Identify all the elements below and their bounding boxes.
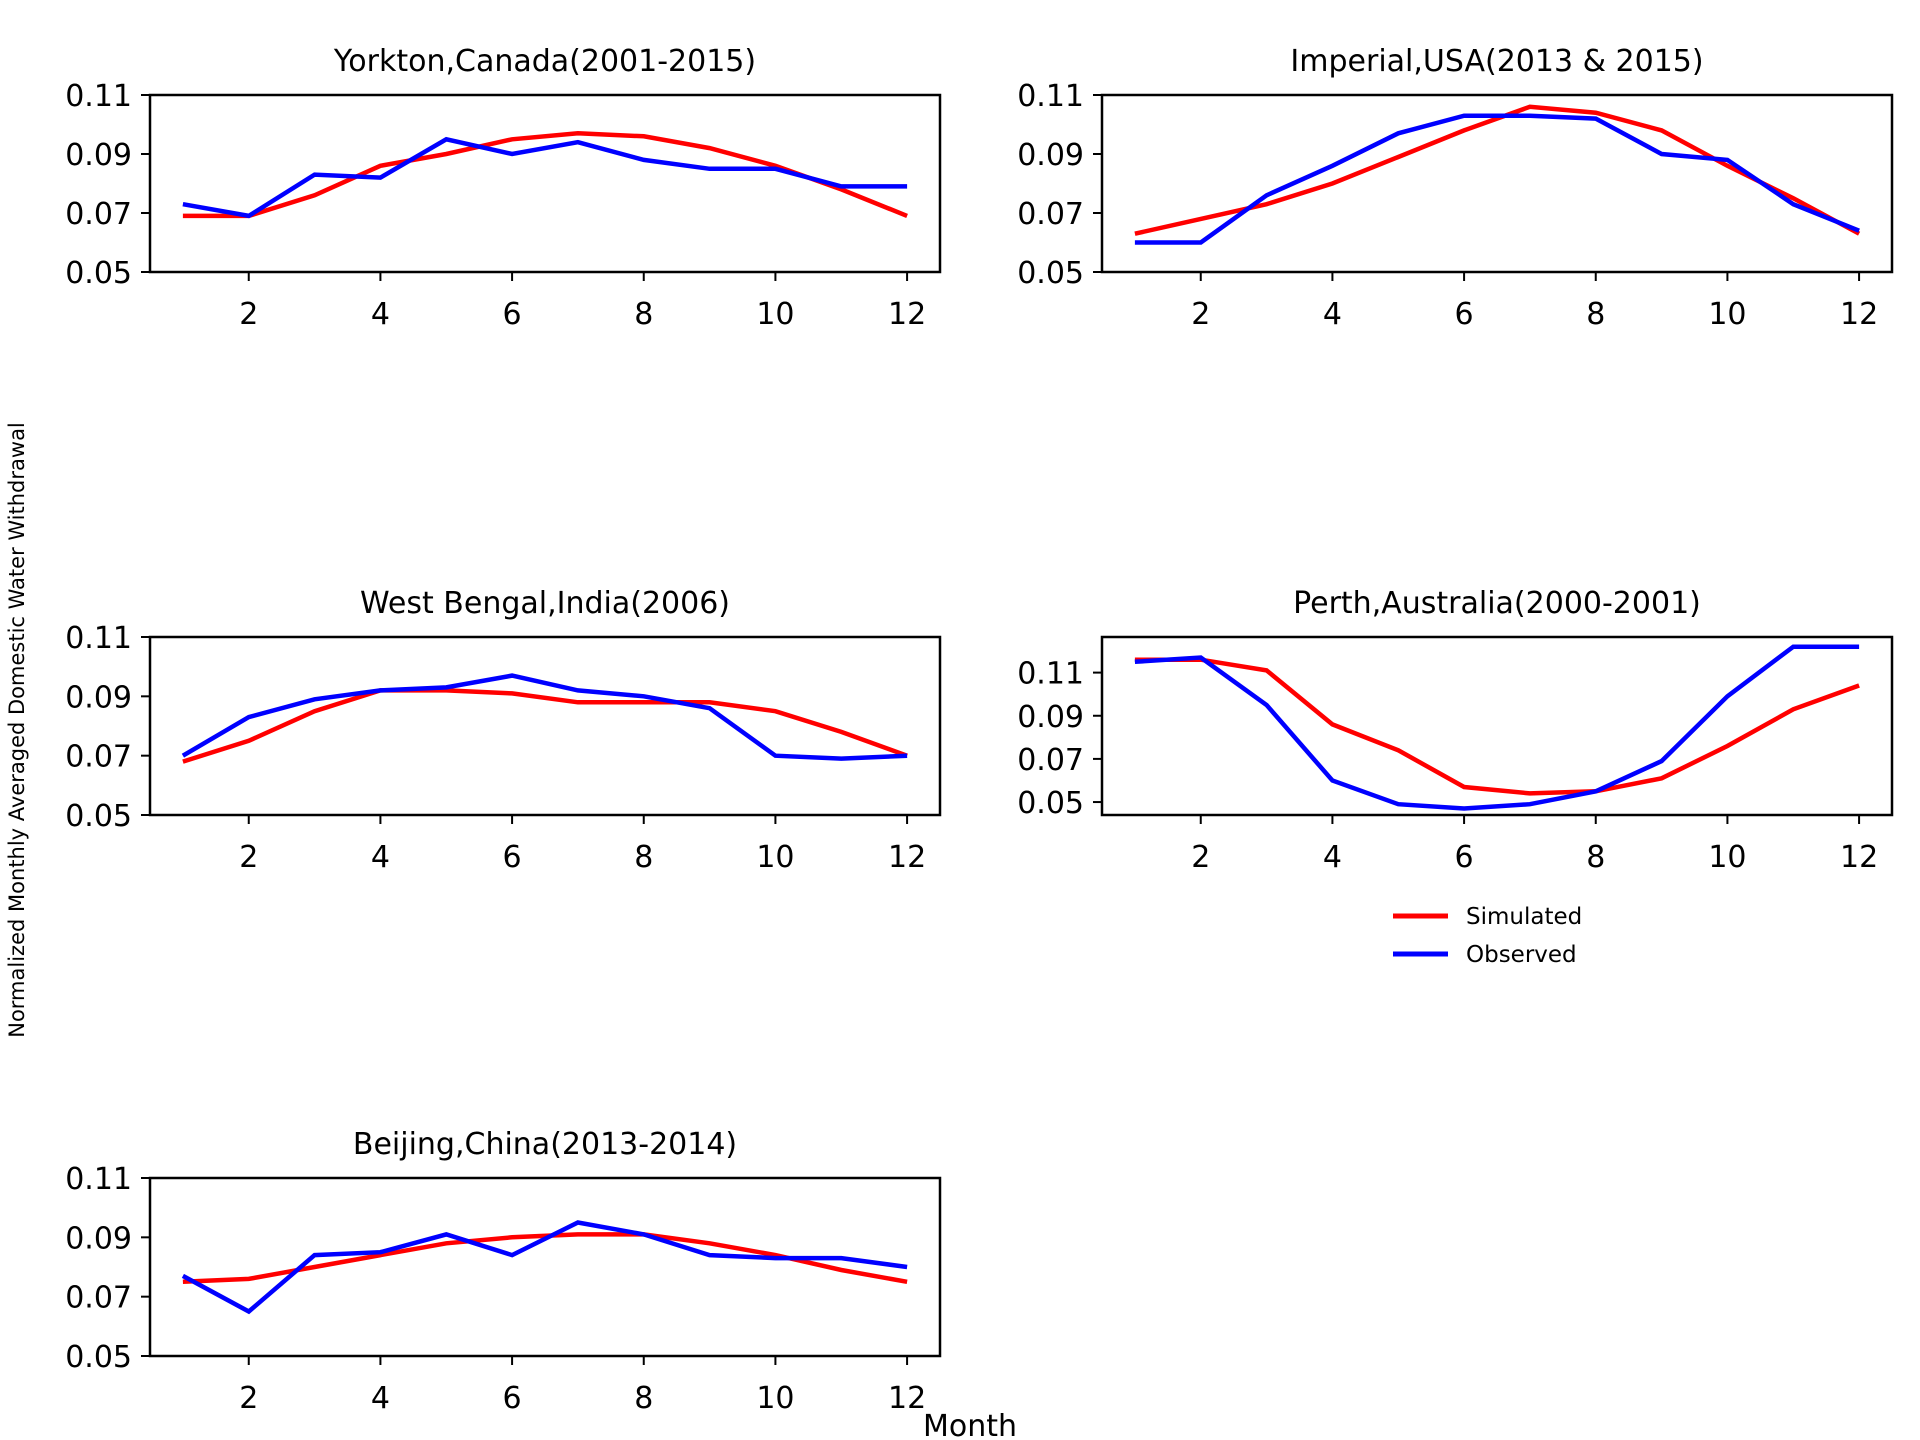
x-tick-label: 12 bbox=[888, 297, 926, 332]
series-line-observed bbox=[182, 136, 908, 219]
y-tick-label: 0.07 bbox=[65, 1281, 132, 1316]
x-tick-label: 6 bbox=[1455, 297, 1474, 332]
plot-frame bbox=[148, 1176, 942, 1358]
y-tick-label: 0.11 bbox=[1017, 657, 1084, 692]
chart-panel: Beijing,China(2013-2014) 2 4 6 8 10 12 0.05 0.07… bbox=[65, 1127, 942, 1416]
chart-title: West Bengal,India(2006) bbox=[360, 586, 730, 621]
chart-panels: Yorkton,Canada(2001-2015) 2 4 6 8 10 12 0.05 0.0… bbox=[65, 44, 1894, 1416]
y-tick-label: 0.05 bbox=[1017, 786, 1084, 821]
chart-panel: Imperial,USA(2013 & 2015) 2 4 6 8 10 12 0.05 0.0… bbox=[1017, 44, 1894, 332]
legend-observed-label: Observed bbox=[1466, 942, 1577, 968]
x-tick-label: 8 bbox=[1586, 297, 1605, 332]
legend-simulated-label: Simulated bbox=[1466, 904, 1582, 930]
y-tick-label: 0.11 bbox=[65, 621, 132, 656]
x-tick-label: 10 bbox=[1708, 840, 1746, 875]
x-tick-label: 10 bbox=[1708, 297, 1746, 332]
x-tick-label: 6 bbox=[503, 840, 522, 875]
x-tick-label: 2 bbox=[239, 1381, 258, 1416]
y-tick-label: 0.05 bbox=[65, 799, 132, 834]
x-tick-label: 4 bbox=[1323, 297, 1342, 332]
chart-panel: Perth,Australia(2000-2001) 2 4 6 8 10 12 0.05 0.… bbox=[1017, 586, 1894, 875]
chart-title: Yorkton,Canada(2001-2015) bbox=[333, 44, 756, 79]
x-tick-label: 8 bbox=[1586, 840, 1605, 875]
y-tick-label: 0.05 bbox=[65, 256, 132, 291]
series-line-simulated bbox=[1134, 657, 1860, 796]
y-tick-label: 0.09 bbox=[65, 1221, 132, 1256]
x-tick-label: 10 bbox=[756, 840, 794, 875]
y-tick-label: 0.05 bbox=[1017, 256, 1084, 291]
chart-title: Perth,Australia(2000-2001) bbox=[1293, 586, 1701, 621]
x-tick-label: 10 bbox=[756, 1381, 794, 1416]
x-tick-label: 4 bbox=[1323, 840, 1342, 875]
y-tick-label: 0.09 bbox=[1017, 700, 1084, 735]
series-line-simulated bbox=[1134, 104, 1861, 236]
x-tick-label: 10 bbox=[756, 297, 794, 332]
series-line-observed bbox=[181, 673, 908, 761]
x-tick-label: 12 bbox=[1840, 297, 1878, 332]
y-tick-label: 0.11 bbox=[1017, 79, 1084, 114]
y-tick-label: 0.07 bbox=[1017, 743, 1084, 778]
y-tick-label: 0.07 bbox=[1017, 197, 1084, 232]
figure-y-axis-label: Normalized Monthly Averaged Domestic Wat… bbox=[5, 422, 29, 1038]
series-line-simulated bbox=[182, 688, 908, 764]
x-tick-label: 12 bbox=[888, 840, 926, 875]
chart-panel: Yorkton,Canada(2001-2015) 2 4 6 8 10 12 0.05 0.0… bbox=[65, 44, 942, 332]
figure-x-axis-label: Month bbox=[923, 1409, 1017, 1440]
x-tick-label: 8 bbox=[634, 297, 653, 332]
x-tick-label: 2 bbox=[1191, 297, 1210, 332]
y-tick-label: 0.07 bbox=[65, 197, 132, 232]
y-tick-label: 0.11 bbox=[65, 1162, 132, 1197]
x-tick-label: 2 bbox=[239, 840, 258, 875]
x-tick-label: 8 bbox=[634, 1381, 653, 1416]
x-tick-label: 2 bbox=[1191, 840, 1210, 875]
plot-frame bbox=[1100, 635, 1894, 817]
series-line-observed bbox=[1134, 113, 1860, 245]
plot-frame bbox=[148, 635, 942, 817]
series-line-observed bbox=[1134, 644, 1860, 811]
x-tick-label: 12 bbox=[1840, 840, 1878, 875]
x-tick-label: 6 bbox=[1455, 840, 1474, 875]
x-tick-label: 6 bbox=[503, 297, 522, 332]
x-tick-label: 4 bbox=[371, 297, 390, 332]
plot-frame bbox=[1100, 93, 1894, 274]
chart-title: Imperial,USA(2013 & 2015) bbox=[1290, 44, 1703, 79]
y-tick-label: 0.09 bbox=[65, 680, 132, 715]
x-tick-label: 2 bbox=[239, 297, 258, 332]
x-tick-label: 6 bbox=[503, 1381, 522, 1416]
y-tick-label: 0.09 bbox=[65, 138, 132, 173]
plot-frame bbox=[148, 93, 942, 274]
y-tick-label: 0.11 bbox=[65, 79, 132, 114]
x-tick-label: 4 bbox=[371, 1381, 390, 1416]
x-tick-label: 4 bbox=[371, 840, 390, 875]
y-tick-label: 0.05 bbox=[65, 1340, 132, 1375]
series-line-observed bbox=[181, 1220, 908, 1315]
y-tick-label: 0.09 bbox=[1017, 138, 1084, 173]
x-tick-label: 8 bbox=[634, 840, 653, 875]
y-tick-label: 0.07 bbox=[65, 740, 132, 775]
chart-title: Beijing,China(2013-2014) bbox=[353, 1127, 737, 1162]
x-tick-label: 12 bbox=[888, 1381, 926, 1416]
legend: Simulated Observed bbox=[1393, 904, 1582, 968]
chart-panel: West Bengal,India(2006) 2 4 6 8 10 12 0.05 0.07 0… bbox=[65, 586, 942, 875]
